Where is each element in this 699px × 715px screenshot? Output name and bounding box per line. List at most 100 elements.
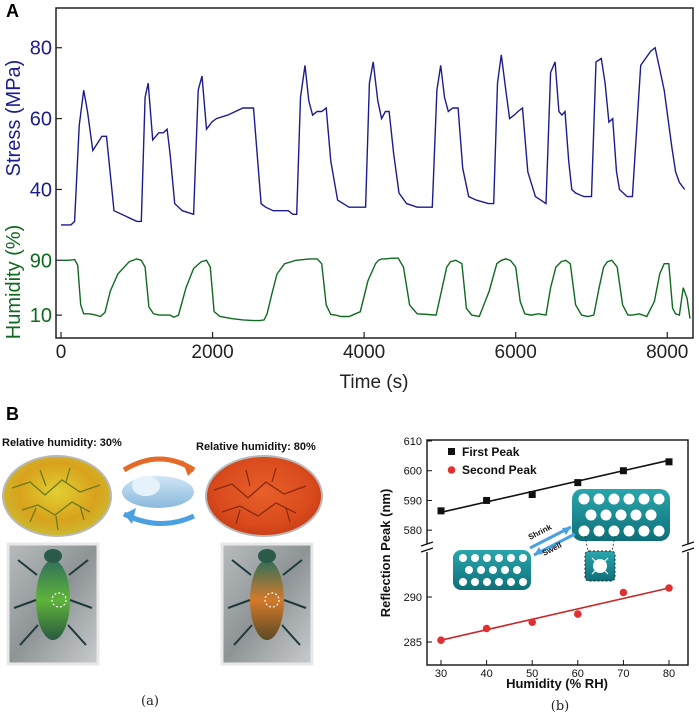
shrunk-pore-hole — [507, 578, 515, 586]
dry-film-cracks — [11, 467, 101, 531]
dry-film-image — [2, 455, 112, 537]
swollen-pore-hole — [585, 509, 597, 521]
second-peak-point — [665, 584, 673, 592]
b-x-tick-label: 30 — [435, 668, 447, 680]
caption-a: (a) — [141, 694, 159, 709]
second-peak-fit-line — [440, 587, 670, 641]
swollen-pore-hole — [653, 493, 665, 505]
shrunk-pore-hole — [501, 566, 509, 574]
panel-a-label: A — [6, 1, 19, 21]
swollen-pore-hole — [608, 493, 620, 505]
second-peak-point — [528, 618, 536, 626]
caption-b: (b) — [551, 699, 569, 714]
shrunk-pore-hole — [471, 578, 479, 586]
swollen-pore-hole — [645, 509, 657, 521]
panel-a-chart: 40 60 80 10 90 0 2000 4000 6000 8000 Stress (MP… — [3, 7, 694, 393]
shrunk-pore-hole — [507, 554, 515, 562]
reverse-arrowhead-icon — [124, 508, 136, 524]
second-peak-point — [482, 624, 491, 633]
shrunk-pore-hole — [459, 578, 467, 586]
relative-humidity-80-label: Relative humidity: 80% — [196, 441, 316, 453]
pore-zoom-arrows-icon — [591, 557, 609, 575]
time-tick-label: 2000 — [191, 342, 233, 363]
swollen-pore-hole — [578, 493, 590, 505]
cloud-icon — [122, 476, 194, 508]
first-peak-point — [574, 479, 582, 487]
shrink-arrowhead-icon — [562, 527, 571, 535]
swollen-pore-hole — [638, 493, 650, 505]
first-peak-point — [528, 491, 536, 498]
b-x-tick-label: 50 — [526, 668, 538, 680]
pore-zoom-guides — [584, 535, 616, 552]
time-axis-label: Time (s) — [340, 372, 409, 393]
shrunk-pore-hole — [519, 554, 527, 562]
swollen-pore-holes — [578, 493, 665, 537]
time-tick-label: 6000 — [495, 342, 537, 363]
first-peak-point — [665, 458, 673, 466]
second-peak-point — [619, 588, 628, 597]
swollen-pore-hole — [608, 525, 620, 537]
second-peak-point — [574, 610, 582, 618]
stress-tick-label: 60 — [30, 109, 52, 131]
dry-beetle-legs — [13, 559, 93, 646]
forward-arrowhead-icon — [182, 460, 194, 476]
swollen-pore-hole — [593, 493, 605, 505]
reverse-arrow-icon — [122, 511, 196, 527]
humidity-axis-label: Humidity (%) — [3, 225, 25, 339]
axis-break-right-icon — [681, 541, 695, 553]
forward-arrow-icon — [122, 456, 196, 473]
relative-humidity-30-label: Relative humidity: 30% — [2, 437, 122, 449]
shrunk-pore-hole — [465, 566, 473, 574]
stress-axis-label: Stress (MPa) — [3, 60, 25, 177]
time-tick-label: 8000 — [646, 342, 688, 363]
shrunk-pore-hole — [519, 578, 527, 586]
humidity-rh-axis-label: Humidity (% RH) — [506, 676, 608, 691]
swollen-pore-hole — [593, 525, 605, 537]
panel-b-frame — [426, 439, 689, 666]
time-tick-label: 0 — [56, 342, 67, 363]
stress-series-line — [61, 46, 686, 226]
legend-first-peak-marker — [448, 448, 455, 455]
wet-beetle-head — [258, 549, 276, 563]
shrunk-pore-hole — [483, 578, 491, 586]
panel-a-frame — [55, 7, 694, 339]
stress-tick-label: 80 — [30, 38, 52, 60]
swollen-pore-hole — [615, 509, 627, 521]
humidity-series-line — [61, 257, 691, 322]
shrunk-pore-hole — [477, 566, 485, 574]
shrunk-pore-hole — [459, 554, 467, 562]
lower-y-tick-label: 285 — [404, 637, 422, 649]
shrunk-pore-hole — [489, 566, 497, 574]
humidity-tick-label: 90 — [30, 250, 52, 272]
beetle-illustration: Relative humidity: 30% Relative humidity… — [2, 437, 323, 709]
swell-arrowhead-icon — [534, 547, 543, 555]
legend-second-peak-marker — [447, 466, 456, 474]
second-peak-point — [437, 636, 445, 644]
first-peak-point — [483, 496, 491, 504]
humidity-tick-label: 10 — [30, 305, 52, 327]
wet-beetle-body — [250, 560, 284, 640]
upper-y-tick-label: 590 — [404, 495, 422, 507]
panel-b-label: B — [6, 404, 19, 424]
first-peak-point — [619, 467, 627, 475]
wet-film-cracks — [213, 467, 307, 525]
swollen-pore-hole — [600, 509, 612, 521]
upper-y-tick-label: 610 — [404, 436, 422, 448]
swollen-pore-hole — [653, 525, 665, 537]
b-x-tick-label: 80 — [663, 668, 675, 680]
shrunk-pore-holes — [459, 554, 527, 586]
shrunk-pore-hole — [513, 566, 521, 574]
lower-y-tick-label: 290 — [404, 592, 422, 604]
swollen-pore-hole — [623, 493, 635, 505]
time-tick-label: 4000 — [343, 342, 385, 363]
pore-zoom-hole — [593, 559, 607, 573]
axis-break-left-icon — [420, 541, 434, 553]
upper-y-tick-label: 580 — [404, 525, 422, 537]
b-x-tick-label: 60 — [572, 668, 584, 680]
cloud-highlight — [132, 476, 160, 496]
wet-film-image — [205, 455, 323, 537]
b-x-tick-label: 40 — [480, 668, 492, 680]
swell-label: Swell — [541, 540, 563, 557]
first-peak-point — [437, 507, 445, 515]
